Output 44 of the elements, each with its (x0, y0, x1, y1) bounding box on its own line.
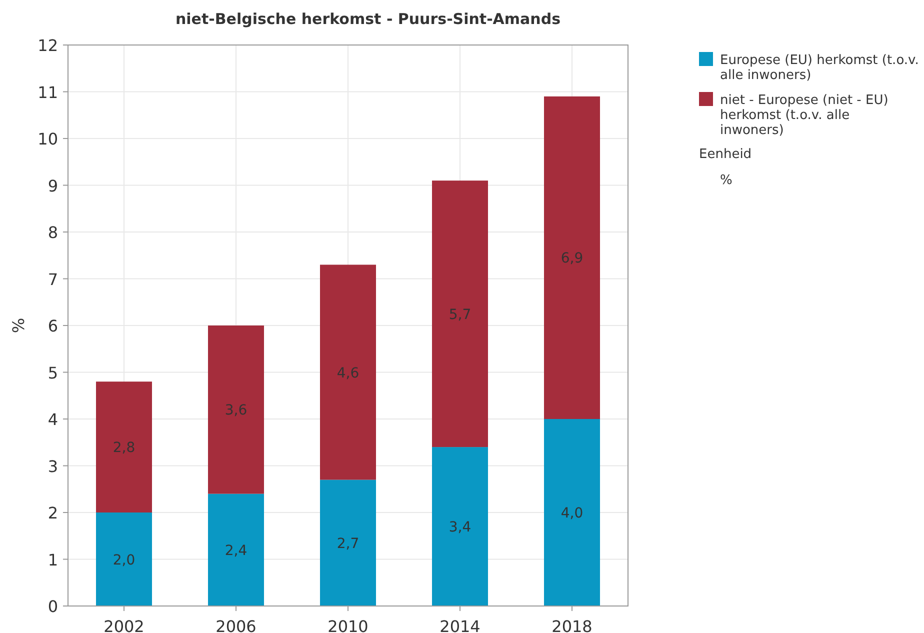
bar (208, 326, 264, 494)
data-label: 5,7 (448, 306, 472, 323)
y-tick-label: 12 (38, 36, 58, 55)
x-tick-label: 2006 (216, 617, 256, 633)
bar (544, 419, 600, 606)
data-label: 2,4 (224, 542, 248, 559)
x-tick-label: 2010 (328, 617, 368, 633)
x-tick-label: 2002 (104, 617, 144, 633)
y-tick-label: 0 (48, 597, 58, 616)
x-tick-label: 2018 (552, 617, 592, 633)
data-label: 4,0 (560, 506, 584, 522)
chart-title: niet-Belgische herkomst - Puurs-Sint-Amands (175, 10, 561, 28)
y-tick-label: 7 (48, 270, 58, 289)
legend-title: Eenheid (699, 147, 752, 162)
text: % (720, 173, 732, 188)
bar (320, 480, 376, 606)
y-tick-label: 10 (38, 130, 58, 148)
y-tick-label: 8 (48, 223, 58, 242)
y-tick-label: 3 (48, 456, 58, 476)
y-tick-label: 5 (48, 363, 58, 382)
bar (96, 512, 152, 606)
data-label: 3,6 (224, 402, 248, 419)
y-tick-label: 9 (48, 176, 58, 196)
data-label: 2,8 (112, 440, 136, 456)
x-tick-label: 2014 (440, 617, 480, 633)
bar (544, 96, 600, 419)
y-tick-label: 2 (48, 504, 58, 522)
data-label: 2,0 (112, 552, 136, 568)
bar (320, 264, 376, 480)
data-label: 3,4 (448, 520, 472, 536)
legend-label: Europese (EU) herkomst (t.o.v. alle inwoners) (720, 53, 919, 83)
y-axis-title: % (9, 318, 28, 334)
legend-label: niet - Europese (niet - EU) herkomst (t.o.v. alle inwoners) (720, 93, 888, 138)
y-tick-label: 11 (38, 82, 58, 102)
y-tick-label: 4 (48, 410, 58, 429)
data-label: 6,9 (560, 250, 584, 267)
bar (432, 180, 488, 448)
bar (432, 447, 488, 606)
y-tick-label: 1 (48, 550, 58, 570)
bar (208, 494, 264, 606)
data-label: 4,6 (336, 365, 360, 382)
y-tick-label: 6 (48, 316, 58, 336)
bar (96, 382, 152, 512)
data-label: 2,7 (336, 536, 360, 552)
